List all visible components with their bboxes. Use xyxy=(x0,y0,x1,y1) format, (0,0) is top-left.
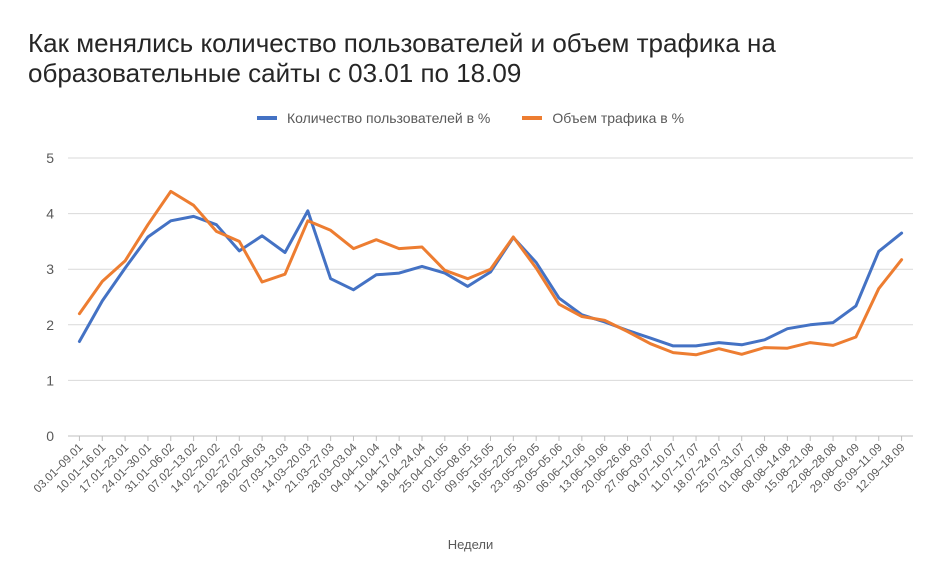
y-tick-label: 0 xyxy=(46,428,54,444)
y-tick-label: 2 xyxy=(46,317,54,333)
legend-item-users: Количество пользователей в % xyxy=(256,110,491,126)
y-tick-label: 1 xyxy=(46,372,54,388)
y-tick-label: 3 xyxy=(46,261,54,277)
legend: Количество пользователей в % Объем трафи… xyxy=(0,110,941,126)
legend-label-users: Количество пользователей в % xyxy=(286,110,491,126)
x-axis-title: Недели xyxy=(447,537,494,552)
y-tick-label: 4 xyxy=(46,206,54,222)
series-line-users xyxy=(77,209,904,348)
series-line-traffic xyxy=(77,189,904,357)
legend-swatch-traffic xyxy=(522,116,543,120)
chart-title: Как менялись количество пользователей и … xyxy=(28,28,776,88)
y-tick-label: 5 xyxy=(46,150,54,166)
legend-label-traffic: Объем трафика в % xyxy=(552,110,685,126)
legend-swatch-users xyxy=(256,116,277,120)
legend-item-traffic: Объем трафика в % xyxy=(522,110,684,126)
